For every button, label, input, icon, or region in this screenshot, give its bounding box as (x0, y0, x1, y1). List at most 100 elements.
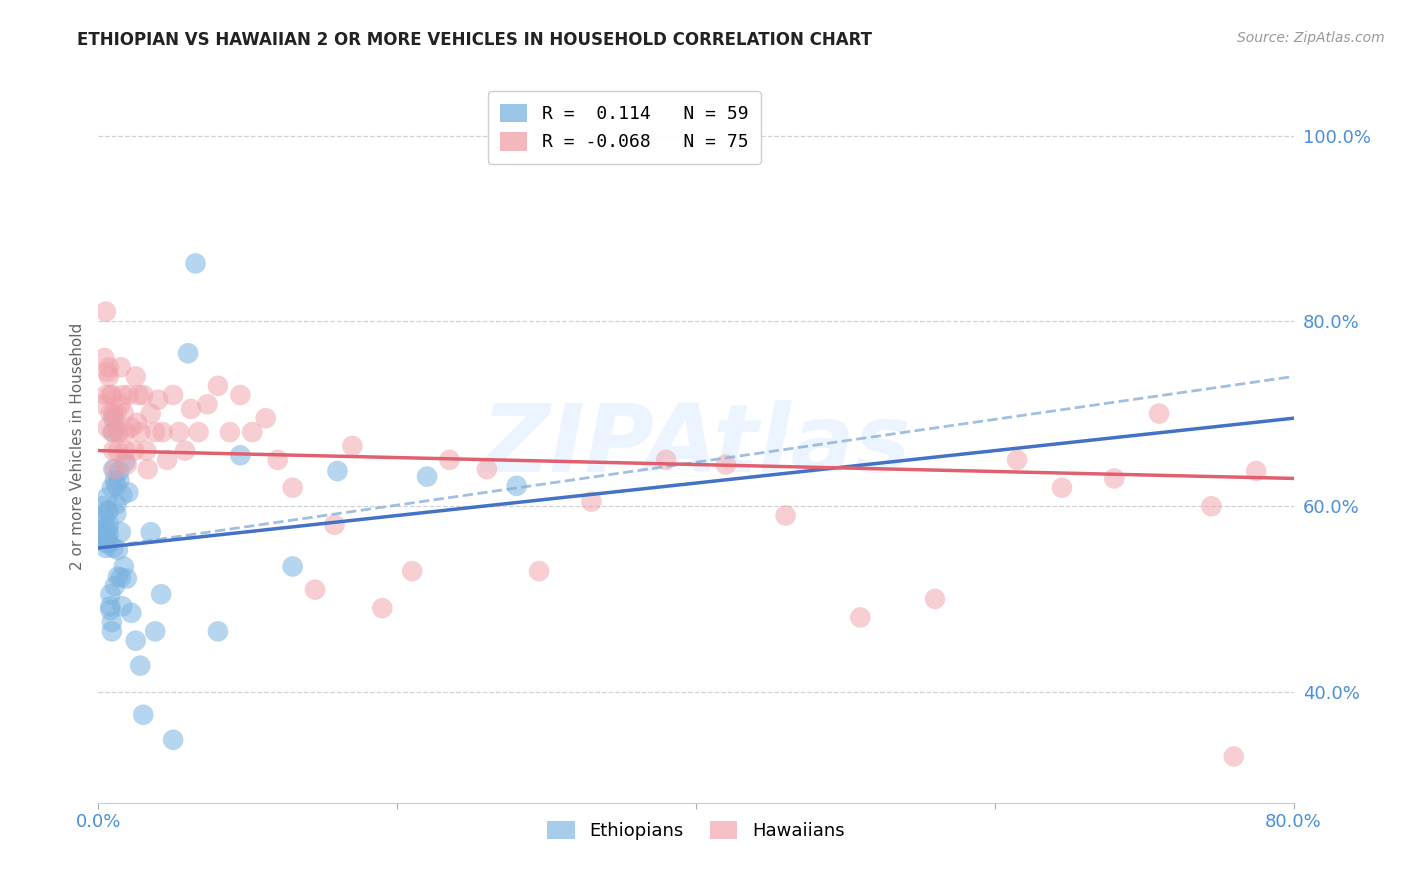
Point (97, 369, 120, 384)
Point (98, 388, 122, 402)
Point (97, 517, 120, 532)
Point (97, 504, 120, 518)
Point (110, 360, 132, 375)
Point (143, 624, 166, 639)
Point (91, 500, 114, 514)
Point (97, 527, 120, 541)
Point (96, 365, 118, 379)
Point (94, 304, 117, 318)
Point (103, 462, 125, 476)
Text: ZIPAtlas: ZIPAtlas (481, 400, 911, 492)
Point (775, 508, 797, 523)
Point (156, 453, 179, 467)
Point (103, 411, 125, 425)
Point (115, 572, 138, 586)
Point (1147, 407, 1170, 421)
Point (475, 462, 498, 476)
Point (162, 388, 184, 402)
Point (229, 388, 252, 402)
Point (94, 532, 117, 546)
Point (136, 462, 159, 476)
Point (96, 504, 118, 518)
Point (105, 497, 128, 511)
Point (111, 488, 134, 502)
Point (112, 407, 135, 421)
Point (93, 351, 115, 365)
Point (304, 582, 326, 597)
Point (254, 411, 277, 425)
Point (101, 481, 124, 495)
Point (97, 360, 120, 375)
Point (148, 392, 170, 407)
Point (96, 523, 118, 537)
Point (94, 541, 117, 555)
Point (439, 453, 461, 467)
Point (197, 397, 219, 411)
Text: ETHIOPIAN VS HAWAIIAN 2 OR MORE VEHICLES IN HOUSEHOLD CORRELATION CHART: ETHIOPIAN VS HAWAIIAN 2 OR MORE VEHICLES… (77, 31, 872, 49)
Point (527, 564, 550, 578)
Point (108, 473, 131, 487)
Point (108, 425, 131, 439)
Point (174, 443, 197, 458)
Point (96, 532, 118, 546)
Point (94, 388, 117, 402)
Point (93, 527, 115, 541)
Point (110, 525, 132, 540)
Point (129, 658, 152, 673)
Point (101, 624, 124, 639)
Point (111, 388, 134, 402)
Point (229, 448, 252, 462)
Point (103, 425, 125, 439)
Point (416, 469, 439, 483)
Point (1223, 749, 1246, 764)
Point (98, 603, 122, 617)
Point (150, 587, 173, 601)
Point (371, 601, 394, 615)
Point (104, 579, 127, 593)
Point (207, 378, 229, 392)
Point (326, 464, 349, 478)
Point (124, 443, 146, 458)
Point (104, 473, 127, 487)
Point (115, 458, 138, 472)
Point (117, 388, 139, 402)
Point (91, 397, 114, 411)
Point (1244, 464, 1267, 478)
Point (1050, 481, 1073, 495)
Point (114, 443, 136, 458)
Point (1005, 453, 1028, 467)
Point (94, 536, 117, 550)
Point (104, 462, 127, 476)
Point (110, 397, 132, 411)
Point (128, 388, 150, 402)
Point (93, 517, 115, 532)
Point (177, 346, 200, 360)
Point (108, 464, 131, 478)
Point (207, 624, 229, 639)
Point (97, 536, 120, 550)
Point (125, 369, 148, 384)
Point (167, 425, 190, 439)
Point (506, 479, 529, 493)
Point (98, 599, 122, 614)
Point (114, 425, 136, 439)
Point (219, 425, 242, 439)
Point (129, 425, 152, 439)
Point (107, 542, 129, 557)
Point (114, 455, 136, 469)
Point (240, 425, 263, 439)
Point (103, 443, 125, 458)
Point (139, 407, 162, 421)
Point (117, 485, 139, 500)
Point (105, 507, 128, 521)
Point (120, 420, 142, 434)
Point (98, 407, 122, 421)
Point (135, 443, 157, 458)
Point (655, 453, 678, 467)
Point (132, 707, 155, 722)
Point (152, 425, 174, 439)
Point (180, 401, 202, 416)
Point (1104, 471, 1126, 485)
Point (581, 494, 603, 508)
Point (105, 407, 128, 421)
